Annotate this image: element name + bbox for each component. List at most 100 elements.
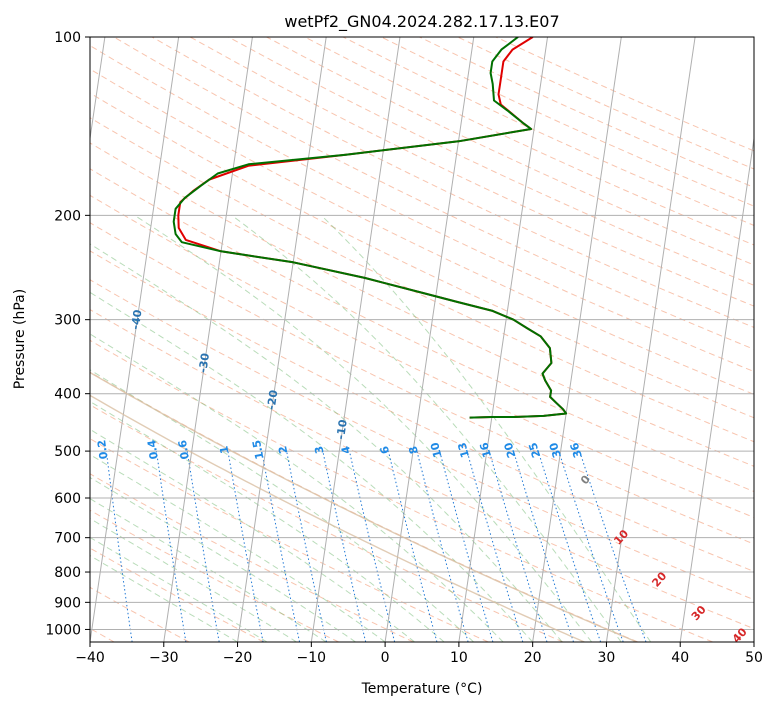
x-axis-label: Temperature (°C) — [361, 681, 483, 697]
mixing-ratio-line — [558, 450, 624, 642]
reference-adiabat — [90, 394, 585, 642]
isotherm-label: -40 — [129, 308, 145, 330]
y-axis-ticks: 100 200 300 400 500 600 700 800 900 1000 — [45, 30, 90, 638]
mixing-ratio-line — [579, 450, 647, 642]
mixing-ratio-label: 16 — [477, 441, 494, 460]
isotherm-labels: -100-90-80-70-60-50-40-30-20-10 — [129, 308, 350, 440]
isotherm-line — [532, 37, 622, 642]
moist-adiabat — [90, 476, 356, 642]
mixing-ratio-line — [488, 450, 548, 642]
dry-adiabat — [90, 509, 339, 642]
moist-adiabat — [90, 333, 504, 642]
mixing-ratio-label: 30 — [547, 441, 564, 460]
y-tick-label: 600 — [54, 491, 81, 507]
mixing-ratio-label: 13 — [455, 441, 472, 459]
mixing-ratio-label: 20 — [502, 441, 519, 460]
moist-adiabat — [90, 536, 268, 642]
moist-adiabat — [320, 214, 652, 642]
dry-adiabat — [90, 404, 564, 642]
moist-adiabat — [90, 428, 415, 642]
mixing-ratio-line — [466, 450, 524, 642]
dry-adiabat — [90, 142, 754, 467]
mixing-ratio-label: 25 — [526, 441, 543, 459]
moist-adiabat — [90, 517, 297, 642]
profile-series — [172, 37, 568, 419]
dry-adiabat — [90, 279, 754, 601]
isotherm-line — [163, 37, 253, 642]
mixing-ratio-line — [286, 451, 327, 642]
mixing-ratio-label: 0.6 — [176, 439, 192, 461]
y-tick-label: 900 — [54, 595, 81, 611]
y-axis-label: Pressure (hPa) — [12, 289, 28, 389]
plot-area: -100-90-80-70-60-50-40-30-20-10 0.10.20.… — [90, 37, 754, 642]
y-tick-label: 400 — [54, 387, 81, 403]
moist-adiabat — [90, 400, 445, 642]
y-tick-label: 300 — [54, 313, 81, 329]
isotherm-label: -30 — [196, 352, 212, 374]
moist-adiabat — [134, 214, 593, 642]
mixing-ratio-line — [513, 450, 574, 642]
mixing-ratio-line — [322, 450, 367, 642]
mixing-ratio-label: 36 — [568, 441, 585, 460]
special-curves — [90, 371, 637, 642]
dry-adiabat — [90, 194, 754, 518]
x-tick-label: −30 — [149, 650, 179, 666]
moist-adiabat — [231, 214, 622, 642]
dry-adiabat — [90, 168, 754, 493]
mixing-ratio-label: 0.4 — [145, 439, 161, 460]
chart-title: wetPf2_GN04.2024.282.17.13.E07 — [284, 12, 559, 32]
x-tick-label: 40 — [671, 650, 689, 666]
mixing-ratio-line — [155, 451, 187, 642]
y-tick-label: 200 — [54, 208, 81, 224]
mixing-ratio-label: 1.5 — [250, 439, 266, 461]
moist-adiabats — [90, 214, 652, 642]
x-tick-label: −40 — [75, 650, 105, 666]
x-tick-label: 20 — [524, 650, 542, 666]
moist-adiabat — [90, 243, 563, 642]
mixing-ratio-label: 10 — [428, 441, 445, 459]
plot-frame — [89, 36, 755, 643]
moist-adiabat — [90, 369, 474, 642]
y-tick-label: 800 — [54, 565, 81, 581]
x-tick-label: −10 — [297, 650, 327, 666]
moist-adiabat — [90, 291, 534, 642]
mixing-ratio-label: 4 — [339, 444, 353, 455]
y-tick-label: 500 — [54, 444, 81, 460]
isotherm-line — [605, 37, 696, 642]
dry-adiabat — [90, 68, 754, 395]
dry-adiabat — [90, 547, 265, 642]
mixing-ratio-line — [387, 450, 438, 642]
dry-adiabat — [90, 92, 754, 419]
x-axis-ticks: −40 −30 −20 −10 0 10 20 30 40 50 — [75, 642, 763, 666]
moist-adiabat — [90, 554, 238, 642]
pressure-gridlines — [90, 37, 754, 630]
x-tick-label: 0 — [381, 650, 390, 666]
x-tick-label: 10 — [450, 650, 468, 666]
mixing-ratio-label: 8 — [406, 445, 420, 456]
isotherm-line — [237, 37, 327, 642]
reference-adiabat — [90, 371, 637, 642]
y-tick-label: 1000 — [45, 622, 81, 638]
x-tick-label: −20 — [223, 650, 253, 666]
mixing-ratio-label: 2 — [276, 445, 290, 455]
x-tick-label: 50 — [745, 650, 763, 666]
isotherms — [90, 37, 754, 642]
mixing-ratio-label: 6 — [378, 444, 393, 455]
mixing-ratio-label: 1 — [217, 445, 231, 455]
moist-adiabat — [90, 454, 386, 642]
isotherm-line — [90, 37, 180, 642]
isotherm-line — [310, 37, 401, 642]
isotherm-line — [384, 37, 475, 642]
isotherm-line — [458, 37, 549, 642]
dewpoint-line — [172, 37, 568, 419]
isotherm-line — [679, 135, 754, 642]
dry-adiabat — [90, 308, 754, 630]
y-tick-label: 100 — [54, 30, 81, 46]
mixing-ratio-line — [261, 451, 301, 642]
dry-adiabat — [151, 37, 754, 328]
y-tick-label: 700 — [54, 531, 81, 547]
isotherm-label: -20 — [265, 389, 281, 411]
